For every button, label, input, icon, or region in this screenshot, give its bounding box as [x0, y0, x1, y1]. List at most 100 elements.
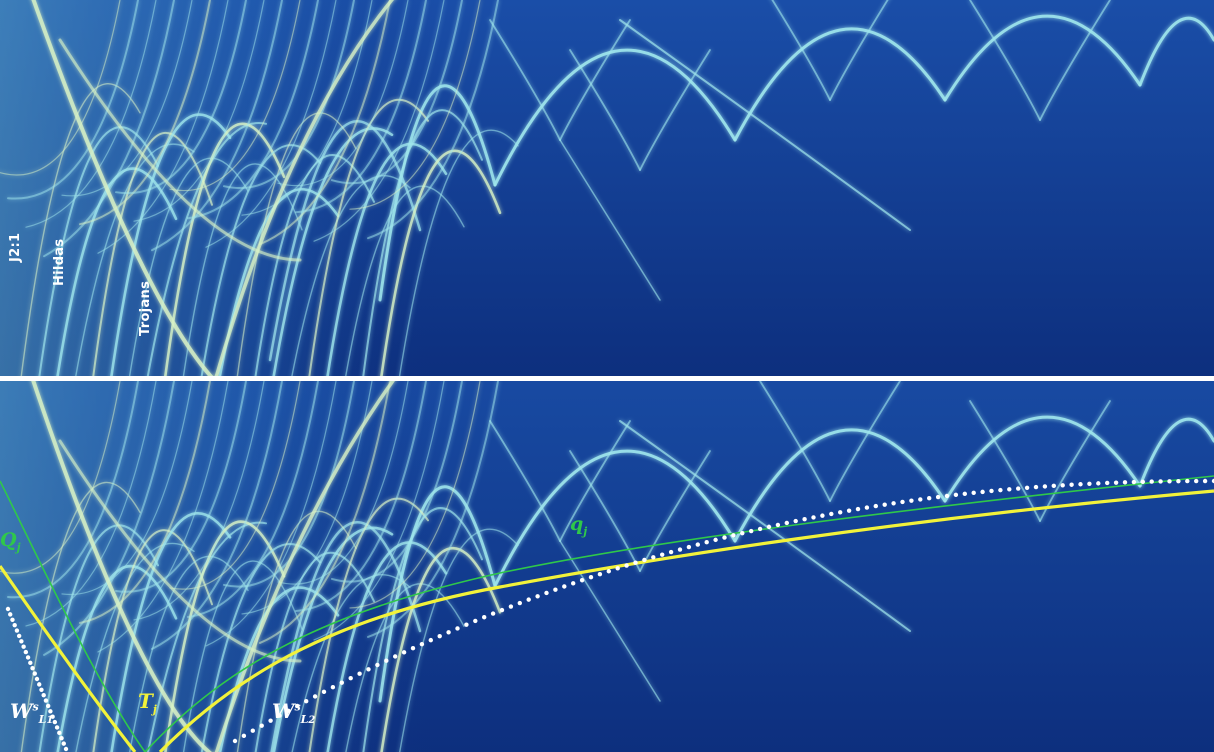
dense-arc — [291, 574, 411, 752]
dense-arc — [7, 0, 139, 200]
dense-arc — [92, 529, 213, 752]
w-dot — [455, 626, 460, 631]
arch — [943, 14, 1142, 102]
small-arc — [829, 381, 901, 502]
w-dot — [864, 505, 870, 510]
w-dot — [962, 491, 967, 497]
Q-curve — [0, 480, 146, 752]
dense-arc — [182, 560, 303, 752]
dense-arc — [345, 185, 465, 376]
label-trojans: Trojans — [138, 280, 153, 336]
dense-arc — [7, 381, 139, 599]
label-W-L2: WsL2 — [272, 699, 316, 726]
w-dot — [1033, 484, 1039, 490]
w-dot — [562, 584, 567, 589]
w-dot — [766, 524, 772, 530]
small-arc — [969, 400, 1041, 522]
w-dot — [348, 675, 353, 681]
w-dot — [339, 680, 344, 685]
w-dot — [597, 571, 603, 577]
dense-arc — [205, 381, 337, 647]
w-dot — [8, 612, 13, 617]
top-map-panel: J2:1 Hildas Trojans — [0, 0, 1214, 376]
label-Q: Qj — [0, 529, 21, 554]
w-dot — [52, 719, 58, 725]
dense-arc — [187, 0, 319, 220]
w-dot — [401, 650, 407, 655]
top-dense-region — [0, 0, 440, 376]
dense-arc — [259, 0, 391, 246]
w-dot — [295, 703, 300, 709]
w-dot — [1176, 478, 1181, 484]
dense-arc — [151, 0, 283, 252]
w-dot — [944, 493, 950, 499]
w-dot — [48, 709, 53, 714]
filament — [559, 540, 661, 702]
w-dot — [19, 639, 24, 644]
dense-arc — [295, 381, 427, 612]
w-dot — [10, 617, 15, 622]
T-curve — [0, 565, 137, 752]
dense-arc — [313, 0, 445, 242]
w-dot — [61, 741, 66, 746]
small-arc — [759, 381, 831, 502]
w-dot — [1024, 485, 1030, 491]
w-dot — [731, 533, 736, 538]
bottom-map-panel: Qj qj Tj WsL1 WsL2 — [0, 381, 1214, 752]
w-dot — [802, 516, 807, 522]
w-dot — [829, 511, 834, 517]
w-dot — [25, 655, 31, 660]
dense-arc — [169, 0, 301, 192]
w-dot — [446, 630, 451, 635]
w-dot — [668, 549, 674, 555]
arch — [493, 48, 737, 187]
w-dot — [37, 682, 42, 687]
w-dot — [437, 633, 442, 639]
w-dot — [30, 666, 35, 671]
w-dot — [1194, 478, 1199, 484]
dense-arc — [92, 132, 213, 376]
small-arc — [559, 420, 631, 542]
w-dot — [686, 544, 692, 550]
w-dot — [14, 628, 20, 633]
w-dot — [1202, 478, 1208, 484]
dense-arc — [367, 0, 499, 240]
w-dot — [428, 637, 433, 643]
w-dot — [579, 578, 585, 583]
small-arc — [639, 49, 711, 171]
w-dot — [1167, 479, 1172, 484]
w-dot — [855, 506, 861, 512]
dense-arc — [398, 129, 519, 376]
dense-arc — [277, 0, 409, 187]
w-dot — [517, 600, 522, 606]
w-dot — [642, 557, 647, 563]
w-dot — [286, 708, 291, 714]
w-dot — [1122, 480, 1128, 485]
w-dot — [268, 718, 273, 723]
w-dot — [277, 713, 282, 718]
w-dot — [1211, 478, 1214, 484]
filament — [619, 19, 911, 231]
w-dot — [651, 555, 656, 560]
w-dot — [1185, 478, 1190, 484]
w-dot — [304, 699, 309, 704]
w-dot — [553, 587, 558, 592]
w-dot — [677, 547, 683, 552]
small-arc — [559, 19, 631, 141]
w-dot — [473, 618, 478, 624]
arch — [733, 428, 947, 543]
w-dot — [1078, 482, 1083, 487]
small-arc — [771, 0, 831, 101]
w-dot — [375, 662, 380, 668]
w-dot — [1087, 481, 1092, 486]
w-dot — [526, 597, 531, 602]
w-dot — [1140, 479, 1146, 485]
dense-arc — [20, 481, 141, 752]
w-dot — [535, 594, 540, 599]
w-dot — [1007, 487, 1012, 492]
small-arc — [1039, 0, 1111, 121]
dense-arc — [349, 381, 481, 609]
w-dot — [57, 730, 62, 736]
w-dot — [330, 685, 336, 690]
arch — [1138, 417, 1214, 488]
